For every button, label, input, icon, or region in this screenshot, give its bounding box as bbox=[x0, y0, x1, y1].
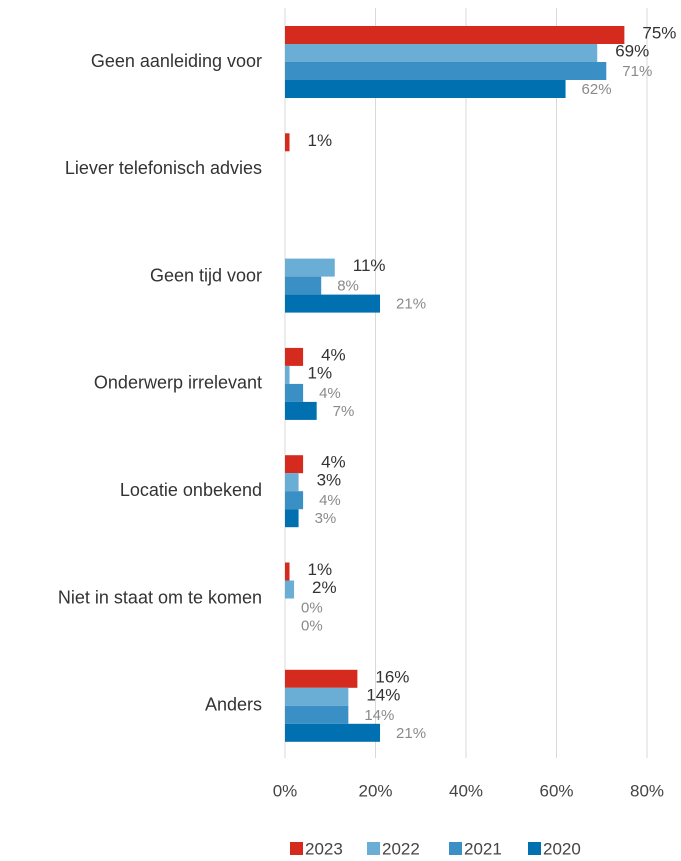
value-label: 8% bbox=[337, 278, 359, 295]
x-tick-label: 80% bbox=[630, 781, 664, 800]
bar bbox=[285, 258, 335, 277]
bar bbox=[285, 133, 290, 152]
bar bbox=[285, 383, 304, 402]
value-label: 3% bbox=[317, 471, 342, 490]
category-label: Liever telefonisch advies bbox=[65, 158, 262, 178]
bar bbox=[285, 294, 381, 313]
bar bbox=[285, 276, 322, 295]
value-label: 4% bbox=[319, 492, 341, 509]
value-label: 69% bbox=[615, 41, 649, 60]
value-label: 2% bbox=[312, 578, 337, 597]
value-label: 0% bbox=[301, 617, 323, 634]
legend-swatch bbox=[367, 842, 380, 855]
bar bbox=[285, 562, 290, 581]
bar bbox=[285, 687, 349, 706]
value-label: 14% bbox=[366, 685, 400, 704]
bar bbox=[285, 62, 607, 80]
bar bbox=[285, 365, 290, 384]
bar bbox=[285, 455, 304, 474]
value-label: 4% bbox=[321, 345, 346, 364]
bar bbox=[285, 491, 304, 510]
legend-label: 2023 bbox=[305, 839, 343, 858]
legend-swatch bbox=[528, 842, 541, 855]
legend-swatch bbox=[290, 842, 303, 855]
bar bbox=[285, 401, 317, 420]
category-label: Niet in staat om te komen bbox=[58, 587, 262, 607]
bar bbox=[285, 26, 625, 44]
bar bbox=[285, 580, 295, 599]
legend-label: 2020 bbox=[543, 839, 581, 858]
value-label: 1% bbox=[308, 560, 333, 579]
category-label: Locatie onbekend bbox=[120, 480, 262, 500]
x-tick-label: 60% bbox=[539, 781, 573, 800]
category-label: Geen tijd voor bbox=[150, 265, 262, 285]
bar bbox=[285, 80, 566, 98]
bar bbox=[285, 669, 358, 688]
value-label: 71% bbox=[622, 63, 652, 80]
value-label: 4% bbox=[319, 385, 341, 402]
bar bbox=[285, 473, 299, 492]
value-label: 16% bbox=[375, 667, 409, 686]
legend-swatch bbox=[449, 842, 462, 855]
value-label: 62% bbox=[582, 81, 612, 98]
bar bbox=[285, 509, 299, 528]
value-label: 11% bbox=[353, 256, 386, 275]
category-label: Anders bbox=[205, 695, 262, 715]
legend-label: 2021 bbox=[464, 839, 502, 858]
bar bbox=[285, 723, 381, 742]
value-label: 4% bbox=[321, 453, 346, 472]
value-label: 14% bbox=[364, 707, 394, 724]
category-label: Onderwerp irrelevant bbox=[94, 373, 262, 393]
x-tick-label: 20% bbox=[358, 781, 392, 800]
x-tick-label: 40% bbox=[449, 781, 483, 800]
value-label: 0% bbox=[301, 599, 323, 616]
bar bbox=[285, 705, 349, 724]
value-label: 21% bbox=[396, 725, 426, 742]
value-label: 21% bbox=[396, 296, 426, 313]
bar bbox=[285, 44, 598, 62]
category-label: Geen aanleiding voor bbox=[91, 51, 262, 71]
x-tick-label: 0% bbox=[273, 781, 298, 800]
value-label: 1% bbox=[308, 131, 333, 150]
value-label: 1% bbox=[308, 363, 333, 382]
legend-label: 2022 bbox=[382, 839, 420, 858]
bar bbox=[285, 347, 304, 366]
value-label: 75% bbox=[642, 23, 676, 42]
value-label: 3% bbox=[315, 510, 337, 527]
value-label: 7% bbox=[333, 403, 355, 420]
